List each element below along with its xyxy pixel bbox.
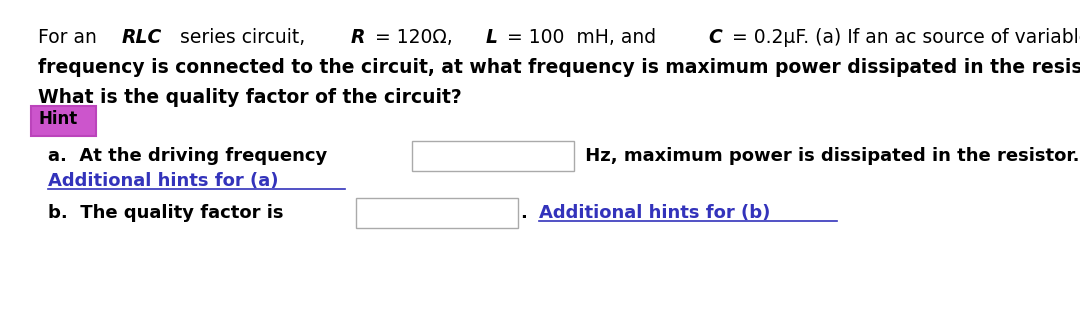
Text: C: C [708, 28, 723, 47]
Text: Hint: Hint [38, 110, 78, 128]
Text: = 0.2μF. (a) If an ac source of variable: = 0.2μF. (a) If an ac source of variable [727, 28, 1080, 47]
Text: = 120Ω,: = 120Ω, [369, 28, 459, 47]
FancyBboxPatch shape [31, 106, 96, 136]
Text: R: R [351, 28, 365, 47]
Text: L: L [485, 28, 497, 47]
Text: b.  The quality factor is: b. The quality factor is [48, 204, 283, 222]
Text: a.  At the driving frequency: a. At the driving frequency [48, 147, 327, 165]
Text: For an: For an [38, 28, 103, 47]
FancyBboxPatch shape [413, 141, 575, 171]
Text: series circuit,: series circuit, [174, 28, 311, 47]
Text: frequency is connected to the circuit, at what frequency is maximum power dissip: frequency is connected to the circuit, a… [38, 58, 1080, 77]
Text: Additional hints for (b): Additional hints for (b) [539, 204, 770, 222]
FancyBboxPatch shape [356, 198, 518, 228]
Text: RLC: RLC [122, 28, 162, 47]
Text: = 100  mH, and: = 100 mH, and [501, 28, 662, 47]
Text: .: . [519, 204, 527, 222]
Text: Additional hints for (a): Additional hints for (a) [48, 172, 279, 190]
Text: What is the quality factor of the circuit?: What is the quality factor of the circui… [38, 88, 462, 107]
Text: Hz, maximum power is dissipated in the resistor.: Hz, maximum power is dissipated in the r… [579, 147, 1080, 165]
